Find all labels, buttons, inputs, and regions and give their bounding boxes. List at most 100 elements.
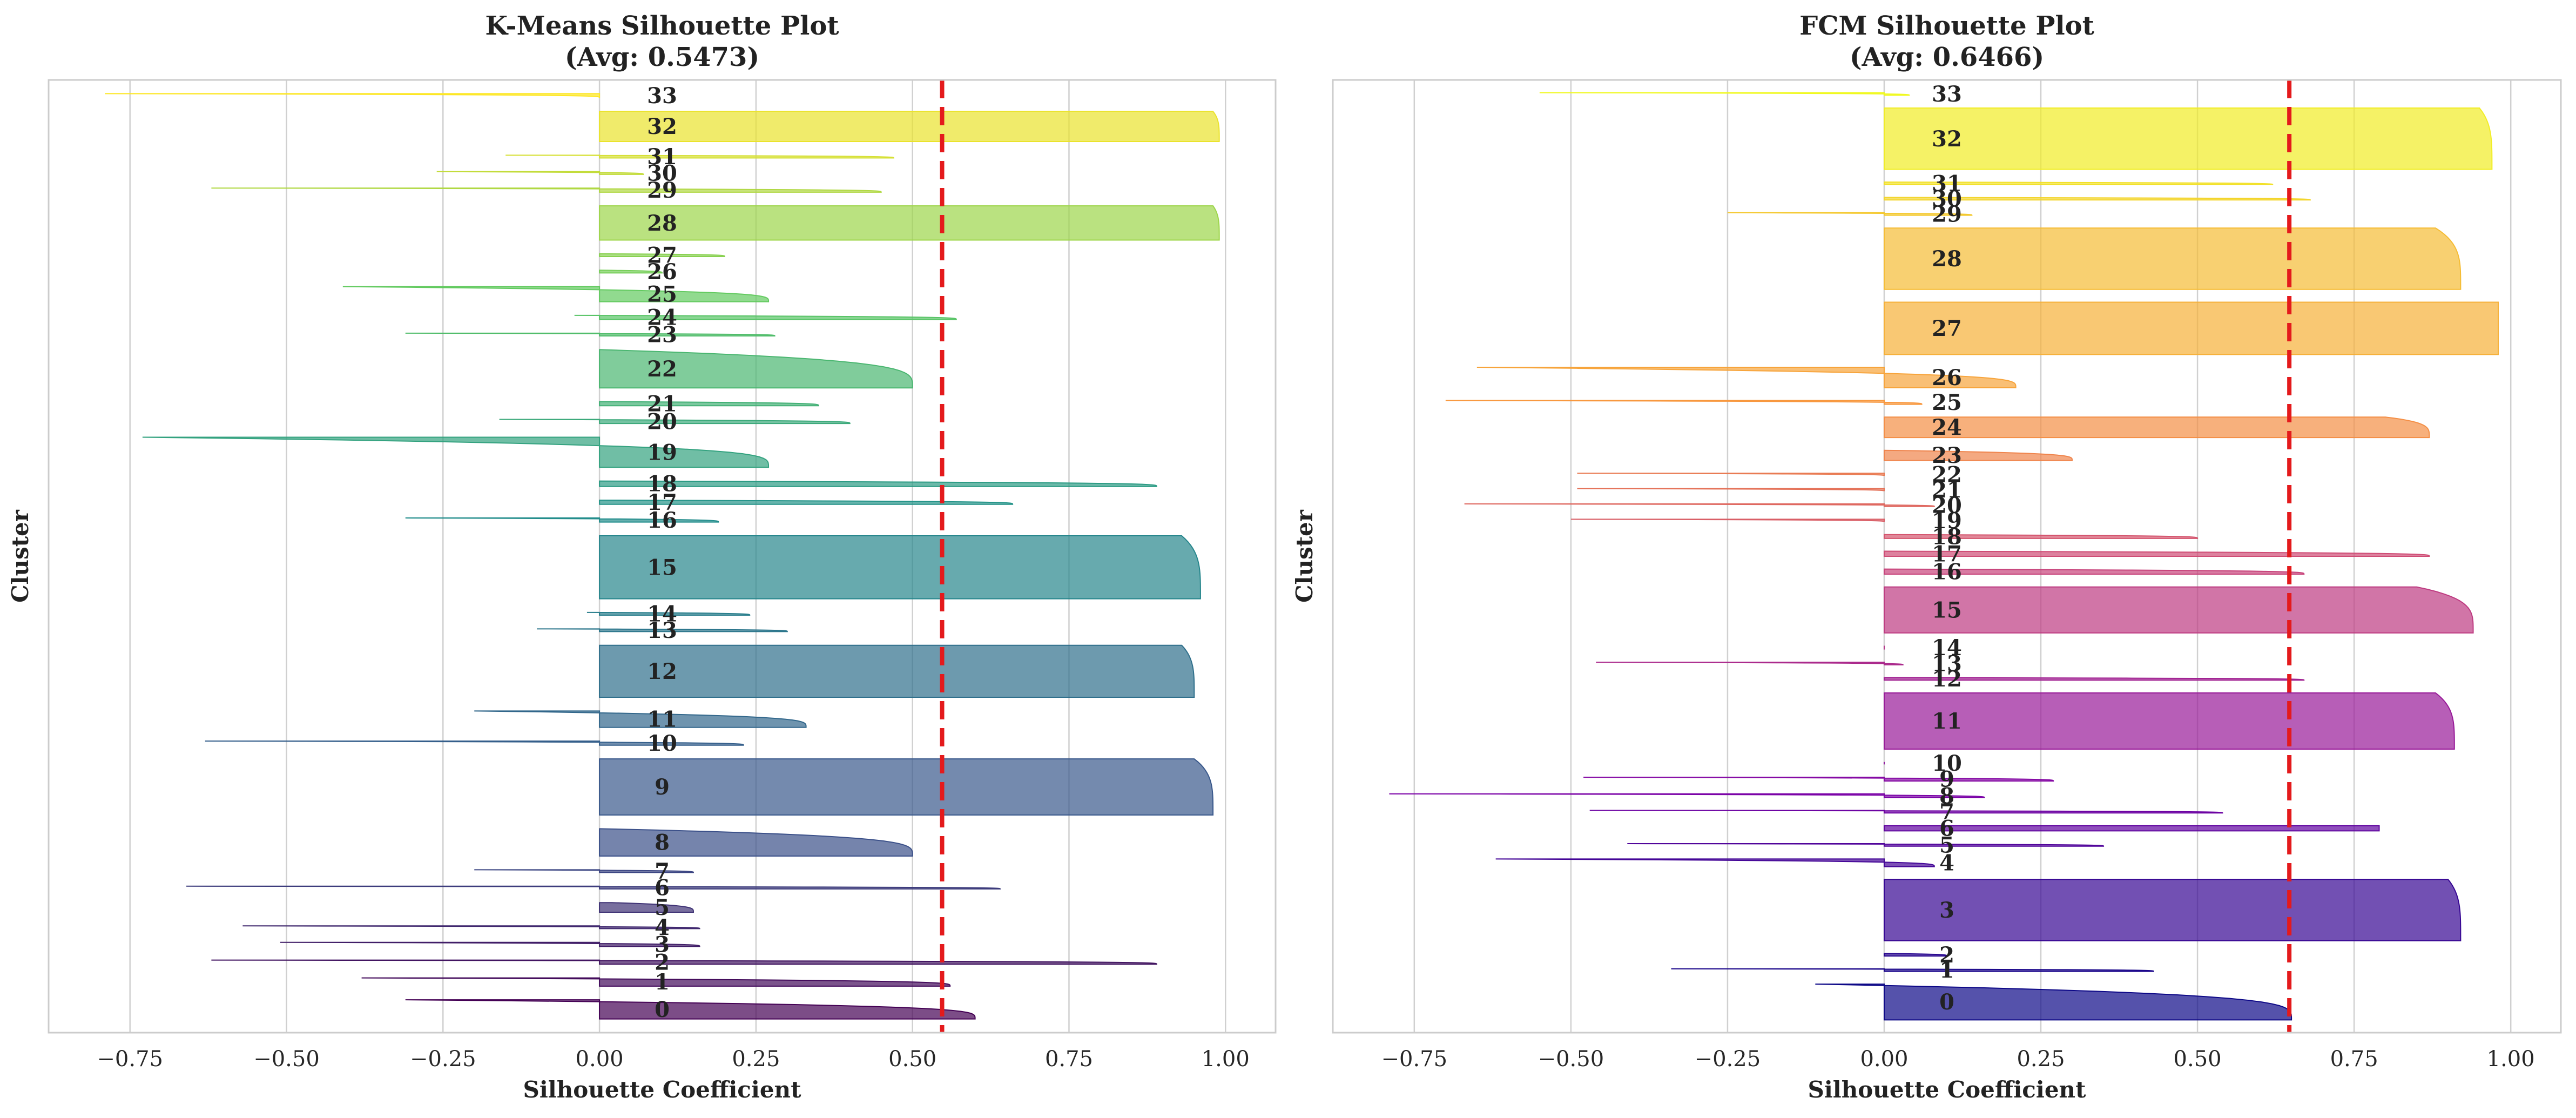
cluster-label-29: 29	[647, 178, 677, 203]
silhouette-cluster-20	[1464, 503, 1935, 507]
cluster-label-15: 15	[647, 555, 677, 580]
x-tick-label: −0.50	[1538, 1047, 1604, 1072]
cluster-label-10: 10	[647, 731, 677, 756]
x-tick-label: 0.25	[2017, 1047, 2065, 1072]
silhouette-cluster-4	[1495, 858, 1935, 867]
cluster-label-7: 7	[1939, 799, 1954, 825]
silhouette-cluster-2	[1883, 953, 1947, 957]
cluster-label-14: 14	[1932, 635, 1962, 661]
cluster-label-5: 5	[1939, 832, 1954, 858]
silhouette-cluster-15	[1883, 586, 2474, 634]
cluster-label-27: 27	[647, 243, 677, 268]
cluster-label-5: 5	[655, 895, 670, 920]
cluster-label-31: 31	[647, 144, 677, 170]
cluster-label-31: 31	[1932, 171, 1962, 197]
y-axis-label: Cluster	[7, 509, 33, 603]
cluster-label-21: 21	[647, 391, 677, 416]
cluster-label-12: 12	[1932, 666, 1962, 692]
silhouette-cluster-27	[599, 253, 725, 257]
chart-title: FCM Silhouette Plot	[1799, 11, 2094, 41]
silhouette-cluster-17	[599, 500, 1014, 505]
silhouette-cluster-28	[1883, 227, 2462, 290]
cluster-label-33: 33	[647, 83, 677, 109]
silhouette-cluster-13	[1596, 662, 1904, 665]
cluster-label-18: 18	[1932, 524, 1962, 549]
axes-frame	[1332, 79, 2562, 1034]
silhouette-cluster-22	[599, 349, 913, 389]
cluster-label-3: 3	[655, 932, 670, 958]
x-tick-label: 0.75	[2330, 1047, 2378, 1072]
silhouette-cluster-5	[599, 902, 694, 913]
silhouette-cluster-21	[599, 401, 819, 407]
cluster-label-9: 9	[655, 774, 670, 800]
silhouette-cluster-19	[142, 436, 770, 468]
cluster-label-7: 7	[655, 859, 670, 884]
cluster-label-20: 20	[647, 409, 677, 434]
silhouette-cluster-20	[499, 419, 851, 425]
chart-subtitle: (Avg: 0.6466)	[1850, 42, 2044, 72]
silhouette-cluster-25	[342, 286, 770, 302]
cluster-label-2: 2	[1939, 942, 1954, 968]
silhouette-cluster-16	[1883, 568, 2305, 575]
silhouette-cluster-19	[1570, 518, 1885, 522]
silhouette-cluster-26	[1476, 367, 2017, 388]
silhouette-cluster-24	[1883, 416, 2430, 439]
cluster-label-9: 9	[1939, 767, 1954, 792]
cluster-label-23: 23	[1932, 443, 1962, 468]
silhouette-cluster-0	[405, 999, 976, 1020]
x-axis-label: Silhouette Coefficient	[523, 1076, 802, 1103]
silhouette-cluster-4	[242, 925, 700, 930]
chart-title: K-Means Silhouette Plot	[485, 11, 839, 41]
silhouette-cluster-30	[1883, 197, 2311, 201]
silhouette-cluster-7	[474, 869, 694, 873]
x-tick-label: 0.75	[1045, 1047, 1093, 1072]
silhouette-cluster-10	[205, 740, 744, 746]
y-axis-label: Cluster	[1291, 509, 1318, 603]
silhouette-cluster-27	[1883, 301, 2499, 355]
silhouette-cluster-5	[1627, 843, 2105, 847]
silhouette-cluster-13	[537, 628, 788, 632]
cluster-label-28: 28	[1932, 246, 1962, 272]
cluster-label-18: 18	[647, 472, 677, 497]
silhouette-cluster-30	[436, 171, 644, 175]
cluster-label-4: 4	[1939, 851, 1954, 876]
cluster-label-24: 24	[1932, 415, 1962, 440]
silhouette-cluster-9	[599, 758, 1214, 816]
cluster-label-14: 14	[647, 601, 677, 627]
silhouette-cluster-11	[1883, 692, 2455, 750]
cluster-label-16: 16	[647, 508, 677, 533]
silhouette-cluster-12	[1883, 677, 2305, 681]
cluster-label-22: 22	[647, 356, 677, 382]
silhouette-cluster-28	[599, 205, 1220, 241]
silhouette-cluster-24	[574, 314, 957, 320]
silhouette-cluster-8	[599, 828, 913, 857]
silhouette-cluster-17	[1883, 550, 2430, 557]
x-tick-label: 0.00	[576, 1047, 624, 1072]
cluster-label-29: 29	[1932, 201, 1962, 227]
silhouette-cluster-23	[1883, 449, 2073, 461]
cluster-label-13: 13	[1932, 651, 1962, 677]
cluster-label-22: 22	[1932, 462, 1962, 488]
cluster-label-30: 30	[647, 160, 677, 186]
cluster-label-8: 8	[655, 830, 670, 856]
silhouette-cluster-16	[405, 517, 719, 523]
silhouette-cluster-15	[599, 535, 1201, 600]
chart-subtitle: (Avg: 0.5473)	[565, 42, 759, 72]
silhouette-cluster-29	[1727, 212, 1973, 216]
cluster-label-3: 3	[1939, 898, 1954, 923]
silhouette-cluster-9	[1583, 777, 2054, 782]
cluster-label-2: 2	[655, 949, 670, 975]
x-tick-label: −0.25	[410, 1047, 476, 1072]
silhouette-cluster-18	[599, 480, 1157, 487]
silhouette-cluster-12	[599, 644, 1195, 698]
cluster-label-19: 19	[1932, 508, 1962, 534]
x-axis-label: Silhouette Coefficient	[1808, 1076, 2087, 1103]
silhouette-cluster-7	[1589, 810, 2223, 814]
silhouette-cluster-33	[105, 93, 601, 98]
silhouette-cluster-3	[280, 941, 700, 947]
cluster-label-17: 17	[647, 490, 677, 515]
axes-frame	[48, 79, 1277, 1034]
cluster-label-15: 15	[1932, 597, 1962, 623]
cluster-label-26: 26	[1932, 365, 1962, 390]
